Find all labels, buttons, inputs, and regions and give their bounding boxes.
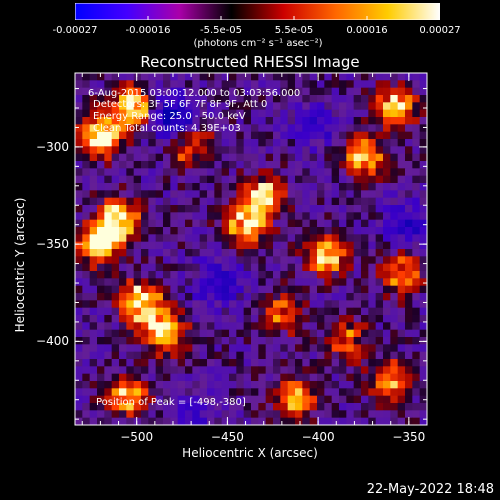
colorbar-tick-label: 5.5e-05: [274, 25, 314, 36]
info-peak-position: Position of Peak = [-498,-380]: [96, 397, 246, 408]
x-tick-label: −500: [120, 430, 154, 444]
colorbar-unit-label: (photons cm⁻² s⁻¹ asec⁻²): [193, 38, 323, 49]
y-tick-label: −300: [36, 139, 69, 154]
x-tick-label: −450: [210, 430, 244, 444]
chart-title: Reconstructed RHESSI Image: [140, 53, 360, 71]
colorbar-tick-label: -0.00027: [52, 25, 98, 36]
x-tick-label: −350: [392, 430, 426, 444]
y-axis-label: Heliocentric Y (arcsec): [13, 197, 27, 333]
y-tick-label: −400: [36, 334, 69, 349]
heatmap-image: [75, 73, 428, 426]
plot-frame: [74, 72, 428, 426]
colorbar-gradient: [75, 3, 440, 20]
info-energy-range: Energy Range: 25.0 - 50.0 keV: [93, 111, 246, 122]
colorbar-tick-label: -5.5e-05: [200, 25, 242, 36]
colorbar-tick-label: -0.00016: [125, 25, 171, 36]
colorbar: [75, 3, 440, 20]
timestamp: 22-May-2022 18:48: [366, 482, 494, 497]
colorbar-tick-label: 0.00027: [419, 25, 461, 36]
x-tick-label: −400: [301, 430, 335, 444]
info-detectors: Detectors: 3F 5F 6F 7F 8F 9F, Att 0: [93, 99, 268, 110]
x-axis-label: Heliocentric X (arcsec): [182, 446, 318, 460]
y-tick-label: −350: [36, 237, 69, 252]
colorbar-tick-label: 0.00016: [346, 25, 388, 36]
info-time-range: 6-Aug-2015 03:00:12.000 to 03:03:56.000: [88, 88, 301, 99]
info-clean-counts: Clean Total counts: 4.39E+03: [93, 123, 241, 134]
